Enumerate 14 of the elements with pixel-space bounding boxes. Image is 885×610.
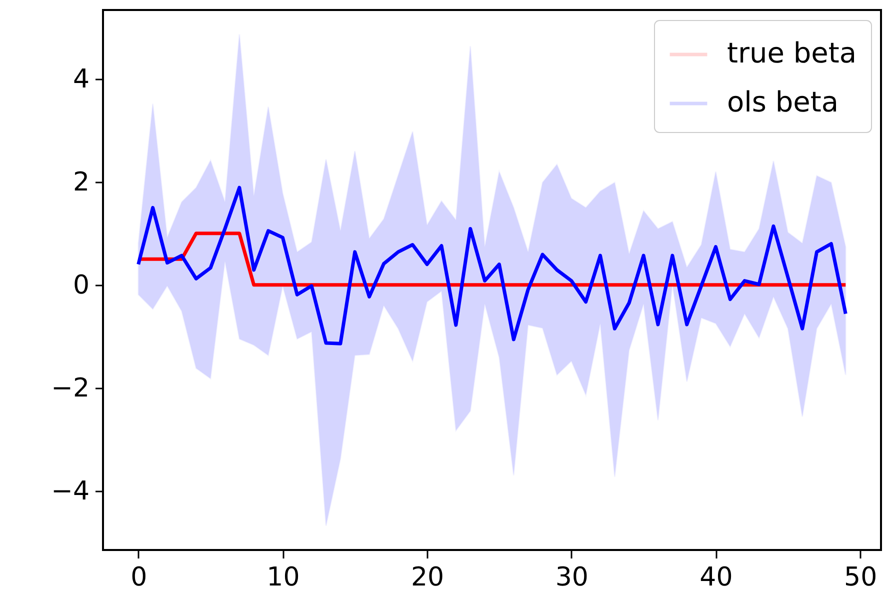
y-tick-label: −2	[51, 373, 90, 404]
legend-label: true beta	[727, 36, 856, 70]
x-tick-label: 10	[266, 562, 300, 592]
y-tick-label: 4	[72, 64, 90, 94]
y-tick-label: 0	[72, 270, 90, 300]
x-tick-label: 40	[700, 562, 733, 592]
x-tick-label: 20	[411, 562, 444, 592]
x-tick-label: 30	[555, 562, 588, 592]
y-tick-label: 2	[72, 167, 90, 198]
x-tick-label: 50	[844, 562, 878, 592]
legend-label: ols beta	[727, 86, 839, 118]
line-series	[136, 186, 848, 346]
x-tick-label: 0	[130, 562, 148, 592]
y-tick-label: −4	[51, 476, 90, 506]
